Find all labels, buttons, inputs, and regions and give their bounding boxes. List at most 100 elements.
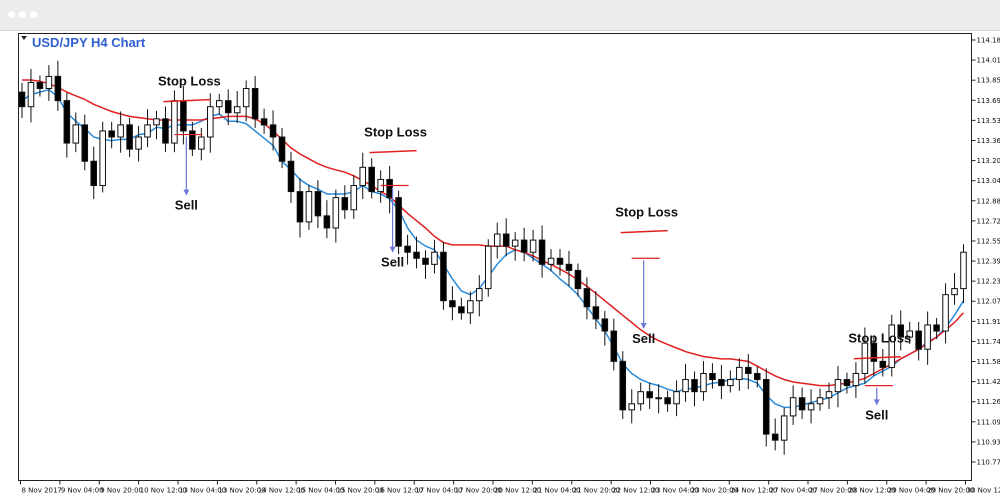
window-dot-icon[interactable] — [30, 11, 37, 18]
candle-body — [449, 300, 456, 308]
candle-body — [601, 318, 609, 332]
candle-body — [54, 75, 62, 102]
candle-body — [771, 433, 779, 441]
x-tick-label: 29 Nov 04:00 — [888, 487, 935, 495]
candle-body — [753, 372, 761, 381]
candles — [18, 60, 967, 455]
candle-body — [215, 100, 223, 108]
stop-loss-label: Stop Loss — [615, 205, 678, 220]
candle-body — [843, 379, 851, 387]
candle-body — [628, 403, 636, 411]
candle-body — [36, 81, 44, 90]
candle-body — [341, 197, 349, 211]
y-tick-label: 113.045 — [977, 177, 1000, 185]
candle-body — [386, 178, 393, 199]
x-tick-label: 27 Nov 20:00 — [809, 487, 856, 495]
candle-body — [269, 124, 277, 138]
menu-triangle-icon[interactable] — [21, 36, 27, 40]
y-tick-label: 112.070 — [977, 298, 1000, 306]
candle-body — [135, 136, 142, 150]
y-axis: 114.180 114.015 113.855 113.690 113.530 113.3… — [971, 37, 1000, 467]
sell-arrow-icon — [873, 399, 880, 406]
candle-body — [431, 251, 438, 265]
sell-label: Sell — [381, 255, 404, 270]
candle-body — [933, 324, 940, 332]
candle-body — [117, 124, 124, 138]
candle-body — [816, 397, 824, 405]
candle-body — [762, 379, 770, 435]
y-tick-label: 113.855 — [977, 77, 1000, 85]
candle-body — [198, 136, 205, 150]
trade-annotations: Stop Loss Sell Stop Loss Sell Stop Loss Sell S… — [158, 74, 911, 423]
x-tick-label: 17 Nov 20:00 — [455, 487, 502, 495]
candle-body — [924, 324, 931, 350]
x-tick-label: 9 Nov 04:00 — [61, 487, 104, 495]
y-tick-label: 110.775 — [977, 459, 1000, 467]
candle-body — [395, 197, 402, 247]
candle-body — [574, 269, 582, 290]
y-tick-label: 114.015 — [977, 57, 1000, 65]
chart-canvas: USD/JPY H4 Chart Stop Loss Sell Stop Loss S… — [18, 33, 1000, 495]
candle-body — [108, 130, 115, 138]
candle-body — [278, 136, 286, 162]
candle-body — [502, 233, 510, 247]
x-tick-label: 9 Nov 20:00 — [100, 487, 143, 495]
x-tick-label: 24 Nov 12:00 — [730, 487, 777, 495]
sell-label: Sell — [175, 198, 198, 213]
candle-body — [171, 100, 178, 144]
candle-body — [727, 379, 734, 387]
y-tick-label: 111.420 — [977, 378, 1000, 386]
window-dot-icon[interactable] — [8, 11, 15, 18]
window-dot-icon[interactable] — [19, 11, 26, 18]
x-tick-label: 23 Nov 20:00 — [691, 487, 738, 495]
x-tick-label: 30 Nov 12:00 — [967, 487, 1000, 495]
y-tick-label: 113.530 — [977, 117, 1000, 125]
candle-body — [960, 251, 967, 290]
candle-body — [144, 124, 151, 138]
y-tick-label: 112.230 — [977, 278, 1000, 286]
y-tick-label: 112.720 — [977, 217, 1000, 225]
y-tick-label: 113.205 — [977, 157, 1000, 165]
x-tick-label: 10 Nov 12:00 — [140, 487, 187, 495]
candle-body — [565, 263, 573, 271]
candle-body — [260, 118, 268, 126]
candle-body — [126, 124, 133, 150]
candle-body — [529, 239, 537, 253]
candle-body — [359, 166, 367, 187]
x-tick-label: 13 Nov 04:00 — [179, 487, 226, 495]
fast-ma-line — [21, 88, 965, 409]
candle-body — [709, 372, 716, 381]
candle-body — [287, 160, 295, 193]
sell-label: Sell — [632, 331, 655, 346]
candle-body — [323, 215, 331, 229]
candle-body — [646, 391, 653, 399]
candle-body — [296, 191, 304, 223]
x-tick-label: 13 Nov 20:00 — [218, 487, 265, 495]
stop-loss-label: Stop Loss — [848, 331, 911, 346]
y-tick-label: 113.365 — [977, 137, 1000, 145]
window-titlebar — [0, 0, 1000, 31]
stop-loss-line — [163, 98, 211, 103]
candle-body — [951, 288, 958, 296]
candle-body — [45, 75, 53, 90]
candle-body — [906, 330, 913, 338]
candle-body — [780, 415, 788, 441]
chart-title: USD/JPY H4 Chart — [32, 35, 146, 50]
candle-body — [691, 379, 698, 393]
candle-body — [655, 397, 662, 400]
y-tick-label: 112.555 — [977, 237, 1000, 245]
candle-body — [520, 239, 528, 253]
x-tick-label: 21 Nov 20:00 — [573, 487, 620, 495]
candle-body — [888, 324, 896, 368]
moving-averages — [21, 79, 965, 409]
stop-loss-line — [620, 229, 668, 234]
x-tick-label: 8 Nov 2017 — [22, 487, 62, 495]
candle-body — [458, 306, 465, 314]
candle-body — [718, 379, 725, 387]
x-tick-label: 29 Nov 20:00 — [927, 487, 974, 495]
candle-body — [511, 239, 519, 247]
y-tick-label: 114.180 — [977, 37, 1000, 45]
candle-body — [673, 391, 680, 405]
sell-arrow-icon — [640, 323, 647, 330]
